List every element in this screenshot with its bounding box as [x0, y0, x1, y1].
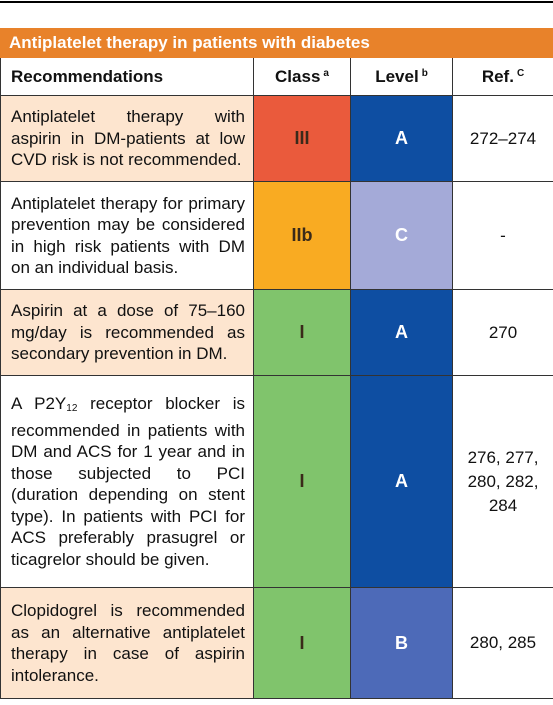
- class-cell: I: [253, 587, 351, 699]
- level-cell: A: [350, 375, 453, 588]
- text: A P2Y: [11, 394, 67, 413]
- ref-cell: -: [451, 181, 553, 290]
- level-cell: A: [350, 289, 453, 376]
- top-rule: [0, 1, 553, 3]
- header-text: Recommendations: [11, 66, 164, 86]
- header-cell: Class a: [253, 57, 351, 96]
- recommendation-table: Antiplatelet therapy in patients with di…: [0, 28, 553, 699]
- row: Clopidogrel is recommended as an alterna…: [0, 587, 553, 699]
- ref-cell: 276, 277, 280, 282, 284: [451, 375, 553, 588]
- recommendation: Antiplatelet therapy for primary prevent…: [0, 181, 254, 290]
- ref-cell: 280, 285: [451, 587, 553, 699]
- table-title: Antiplatelet therapy in patients with di…: [0, 28, 553, 58]
- row: Antiplatelet therapy with aspirin in DM-…: [0, 95, 553, 182]
- row: Aspirin at a dose of 75–160 mg/day is re…: [0, 289, 553, 376]
- footnote-mark: C: [516, 67, 525, 79]
- recommendation: Antiplatelet therapy with aspirin in DM-…: [0, 95, 254, 182]
- ref-cell: 272–274: [451, 95, 553, 182]
- header-text: Ref.: [481, 66, 514, 86]
- footnote-mark: b: [421, 67, 428, 79]
- row: Antiplatelet therapy for primary prevent…: [0, 181, 553, 290]
- header-cell: Recommendations: [0, 57, 254, 96]
- header-cell: Ref. C: [451, 57, 553, 96]
- header-cell: Level b: [350, 57, 453, 96]
- footnote-mark: a: [323, 67, 329, 79]
- text: receptor blocker is recommended in patie…: [11, 394, 245, 569]
- row: A P2Y12 receptor blocker is recommended …: [0, 375, 553, 588]
- recommendation: Clopidogrel is recommended as an alterna…: [0, 587, 254, 699]
- class-cell: I: [253, 289, 351, 376]
- header-text: Level: [375, 66, 419, 86]
- class-cell: I: [253, 375, 351, 588]
- level-cell: B: [350, 587, 453, 699]
- header-row: Recommendations Class a Level b Ref. C: [0, 57, 553, 96]
- recommendation: A P2Y12 receptor blocker is recommended …: [0, 375, 254, 588]
- class-cell: IIb: [253, 181, 351, 290]
- subscript: 12: [66, 403, 78, 414]
- class-cell: III: [253, 95, 351, 182]
- header-text: Class: [275, 66, 321, 86]
- level-cell: A: [350, 95, 453, 182]
- ref-cell: 270: [451, 289, 553, 376]
- recommendation: Aspirin at a dose of 75–160 mg/day is re…: [0, 289, 254, 376]
- level-cell: C: [350, 181, 453, 290]
